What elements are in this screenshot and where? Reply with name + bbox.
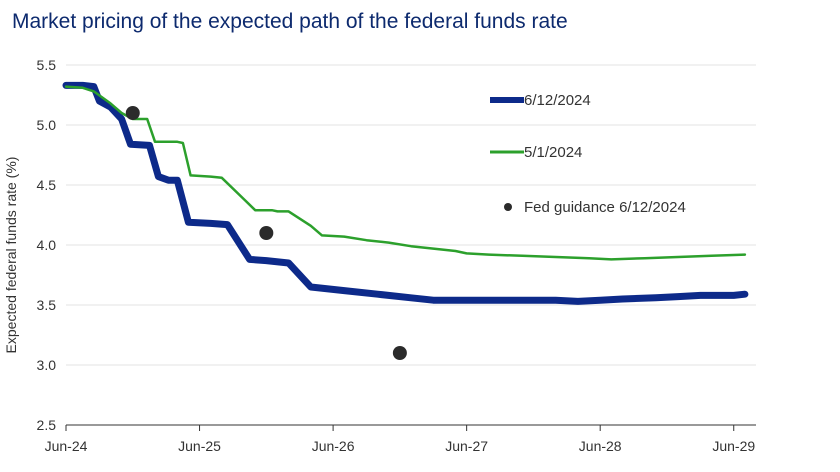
axes-layer: 2.5 3.0 3.5 4.0 4.5 5.0 5.5 Jun-24 Jun-25 Jun-26 J…: [37, 57, 756, 454]
legend-label: Fed guidance 6/12/2024: [524, 199, 686, 216]
series-layer: [62, 81, 749, 360]
x-tick-label: Jun-24: [45, 438, 88, 454]
y-tick-label: 3.0: [37, 357, 57, 373]
y-tick-label: 3.5: [37, 297, 57, 313]
fed-guidance-point: [125, 106, 140, 120]
series-line-0: [62, 81, 749, 305]
legend: 6/12/2024 5/1/2024 Fed guidance 6/12/2024: [490, 92, 686, 216]
y-tick-label: 4.0: [37, 237, 57, 253]
y-tick-label: 5.5: [37, 57, 57, 73]
x-tick-label: Jun-26: [312, 438, 355, 454]
y-axis-label: Expected federal funds rate (%): [3, 157, 19, 354]
series-line-1: [64, 85, 747, 261]
y-tick-label: 2.5: [37, 417, 57, 433]
y-tick-label: 5.0: [37, 117, 57, 133]
legend-label: 5/1/2024: [524, 144, 582, 161]
legend-label: 6/12/2024: [524, 92, 591, 109]
fed-guidance-point: [259, 226, 274, 240]
chart-title: Market pricing of the expected path of t…: [12, 10, 568, 33]
x-tick-label: Jun-27: [445, 438, 488, 454]
x-tick-label: Jun-25: [178, 438, 221, 454]
legend-marker: [504, 203, 512, 211]
fed-guidance-point: [392, 346, 407, 360]
y-tick-label: 4.5: [37, 177, 57, 193]
x-tick-label: Jun-28: [579, 438, 622, 454]
x-tick-label: Jun-29: [712, 438, 755, 454]
